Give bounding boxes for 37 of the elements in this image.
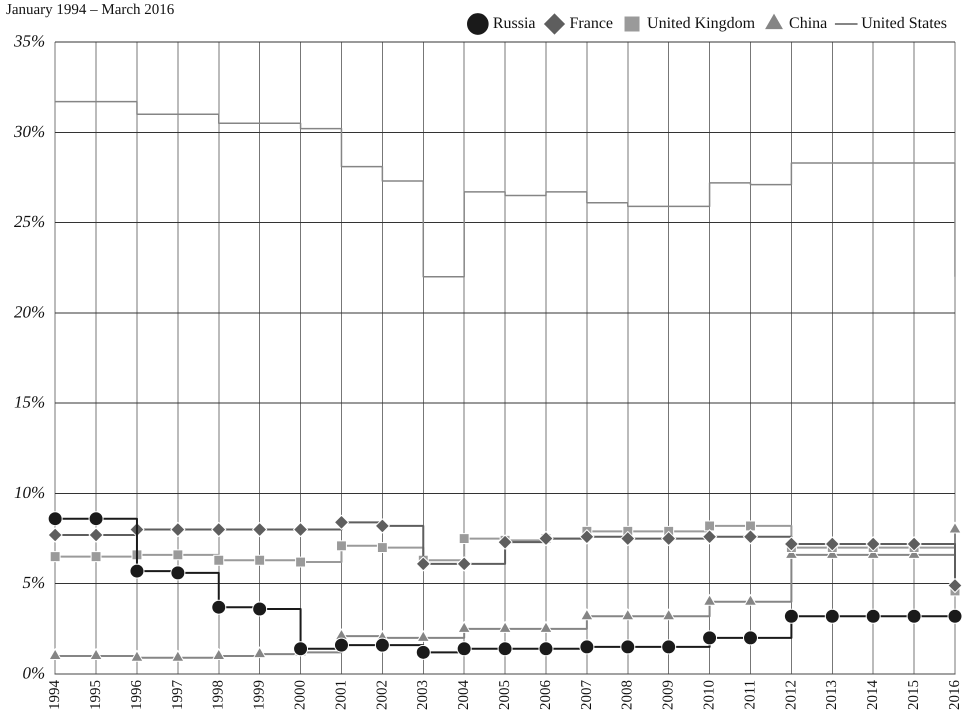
x-tick-label: 2002 [374,680,390,710]
x-tick-label: 2007 [578,680,595,710]
x-tick-label: 1999 [252,680,268,710]
x-tick-label: 2014 [865,680,882,710]
x-tick-label: 2004 [456,680,472,710]
x-tick-label: 1994 [47,680,64,710]
x-tick-label: 2016 [946,680,963,710]
x-tick-label: 1998 [210,680,227,710]
x-tick-label: 2006 [538,680,554,710]
legend-label: Russia [492,15,536,32]
x-tick-label: 1997 [170,680,186,710]
x-tick-label: 2012 [783,680,800,710]
y-tick-label: 20% [14,302,46,322]
y-tick-label: 25% [14,212,46,232]
x-tick-label: 2008 [620,680,636,710]
x-tick-label: 1996 [128,680,145,710]
x-tick-label: 2003 [415,680,432,710]
x-tick-label: 2009 [660,680,677,710]
legend-label: United Kingdom [647,15,756,32]
legend-label: China [789,15,828,32]
legend-label: United States [861,15,947,32]
chart-title: January 1994 – March 2016 [6,2,174,19]
x-tick-label: 2005 [497,680,514,710]
x-tick-label: 2013 [824,680,840,710]
y-tick-label: 5% [22,573,46,592]
y-tick-label: 15% [14,392,46,412]
y-tick-label: 30% [12,122,46,141]
x-tick-label: 2015 [906,680,922,710]
x-tick-label: 2010 [702,680,718,710]
y-tick-label: 10% [14,482,46,502]
x-tick-label: 1995 [88,680,104,710]
y-tick-label: 0% [22,663,46,682]
x-tick-label: 2001 [333,680,350,710]
x-tick-label: 2011 [742,680,758,710]
x-tick-label: 2000 [292,680,309,710]
legend-label: France [569,15,614,32]
y-tick-label: 35% [12,31,46,50]
